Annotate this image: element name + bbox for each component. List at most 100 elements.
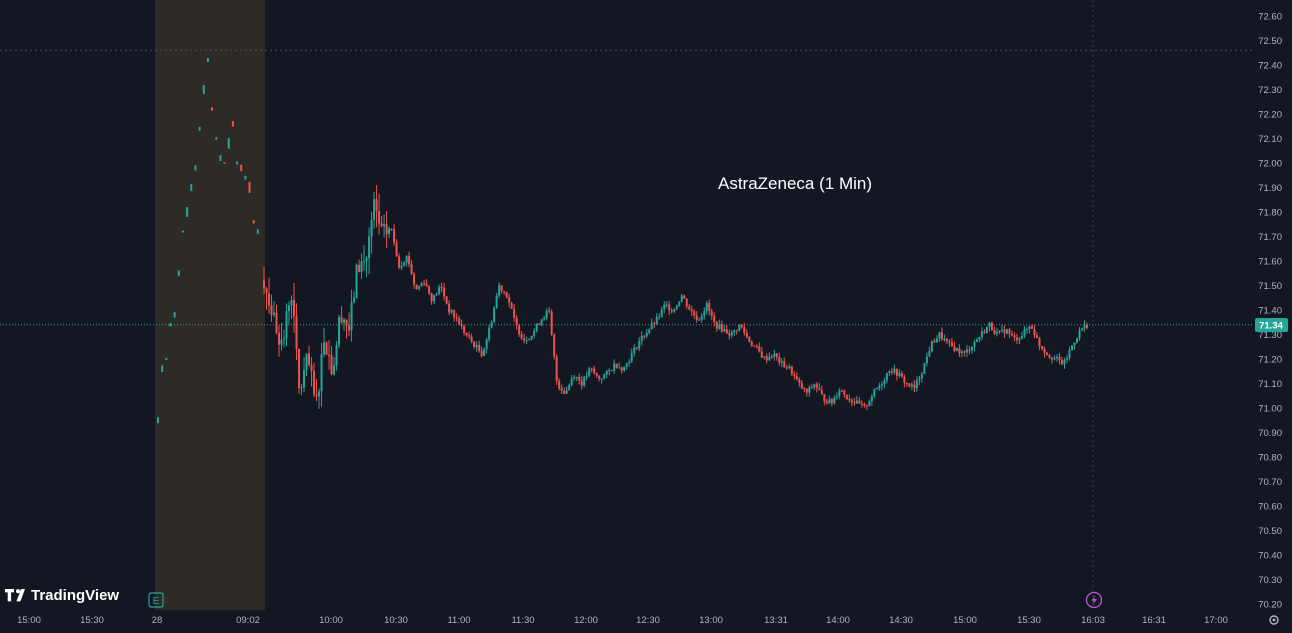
candle-body [998, 330, 1001, 332]
candle-body [838, 390, 841, 397]
candle-body [370, 219, 373, 237]
candle-body [540, 319, 543, 325]
candle-body [283, 338, 286, 340]
candle-body [710, 310, 713, 316]
candle-body [455, 317, 458, 319]
time-axis-tick: 16:03 [1081, 615, 1105, 626]
candle-body [290, 300, 293, 306]
candle-body [1058, 357, 1061, 360]
premarket-tick [227, 138, 230, 149]
time-axis-tick: 17:00 [1204, 615, 1228, 626]
candle-body [860, 403, 863, 405]
candle-body [380, 223, 383, 227]
candle-body [640, 335, 643, 342]
candle-body [475, 344, 478, 348]
candle-body [313, 371, 316, 395]
candle-body [738, 324, 741, 331]
candle-body [535, 323, 538, 331]
time-axis-tick: 15:00 [17, 615, 41, 626]
candle-body [910, 384, 913, 387]
premarket-tick [194, 165, 197, 171]
candle-body [453, 310, 456, 318]
price-axis-tick: 70.70 [1258, 477, 1282, 488]
candle-body [648, 329, 651, 333]
candle-body [393, 229, 396, 243]
time-axis-tick: 10:00 [319, 615, 343, 626]
candle-body [863, 404, 866, 406]
candle-body [575, 376, 578, 378]
candle-body [425, 283, 428, 287]
candle-body [900, 373, 903, 377]
candle-body [923, 363, 926, 374]
time-axis-tick: 16:31 [1142, 615, 1166, 626]
settings-gear-icon[interactable] [1269, 615, 1279, 625]
candle-body [480, 350, 483, 356]
price-axis[interactable]: 72.60 72.50 72.40 72.30 72.20 72.10 72.00 71.90… [1258, 12, 1282, 611]
candle-body [340, 317, 343, 323]
price-axis-tick: 71.90 [1258, 183, 1282, 194]
candle-body [670, 310, 673, 312]
candle-body [378, 211, 381, 224]
candle-body [568, 384, 571, 391]
candle-body [820, 390, 823, 395]
candle-body [930, 340, 933, 352]
candle-body [583, 376, 586, 386]
candle-body [545, 310, 548, 318]
candle-body [330, 354, 333, 375]
candle-body [995, 331, 998, 334]
candle-body [593, 368, 596, 373]
price-axis-tick: 71.60 [1258, 257, 1282, 268]
candle-body [968, 349, 971, 351]
candle-body [390, 228, 393, 230]
candle-body [420, 283, 423, 287]
premarket-tick [157, 417, 159, 424]
candle-body [665, 304, 668, 306]
candle-body [730, 332, 733, 336]
candle-body [813, 384, 816, 388]
candle-body [580, 380, 583, 386]
candle-body [570, 378, 573, 385]
premarket-tick [215, 137, 218, 140]
candle-body [373, 199, 376, 220]
candle-body [1043, 348, 1046, 353]
candle-body [445, 296, 448, 304]
candle-body [795, 375, 798, 380]
candle-body [773, 353, 776, 357]
time-axis-tick: 15:30 [80, 615, 104, 626]
candle-body [1038, 337, 1041, 347]
candle-body [668, 304, 671, 311]
candle-body [525, 339, 528, 341]
time-axis[interactable]: 15:00 15:30 28 09:02 10:00 10:30 11:00 11:30 12:… [17, 615, 1228, 626]
candle-body [280, 339, 283, 345]
candle-body [895, 368, 898, 376]
candle-body [278, 332, 281, 345]
candle-body [1033, 328, 1036, 336]
candle-body [303, 369, 306, 388]
candle-body [780, 361, 783, 363]
candle-body [553, 334, 556, 357]
price-axis-tick: 71.40 [1258, 306, 1282, 317]
candle-body [908, 383, 911, 387]
candle-body [435, 294, 438, 296]
candle-body [1068, 350, 1071, 359]
candle-body [1010, 333, 1013, 336]
candle-body [925, 356, 928, 364]
candle-body [635, 347, 638, 349]
candle-body [678, 301, 681, 306]
candle-body [410, 264, 413, 275]
candle-body [1005, 329, 1008, 334]
candle-body [608, 370, 611, 372]
candle-body [1078, 330, 1081, 339]
earnings-marker[interactable]: E [148, 592, 164, 608]
candle-body [715, 321, 718, 329]
premarket-tick [244, 175, 247, 180]
candle-body [405, 256, 408, 263]
candle-body [720, 324, 723, 332]
candle-body [450, 310, 453, 313]
lightning-icon[interactable] [1085, 591, 1103, 609]
candle-body [415, 284, 418, 289]
brand-name: TradingView [31, 587, 119, 604]
candle-body [328, 354, 331, 356]
candle-body [805, 388, 808, 393]
